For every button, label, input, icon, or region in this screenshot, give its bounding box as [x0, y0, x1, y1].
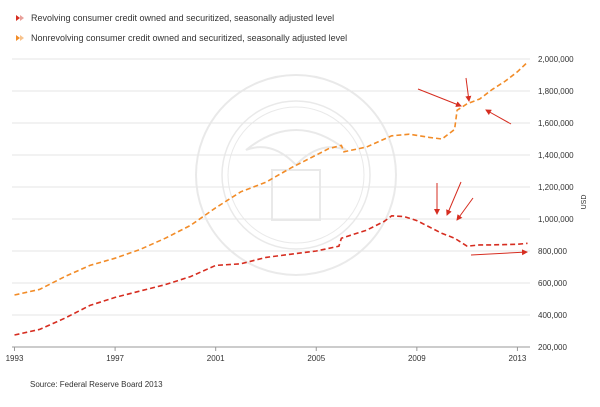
y-tick-label: 2,000,000	[538, 55, 574, 64]
x-tick-label: 2009	[408, 354, 426, 363]
legend-label-revolving: Revolving consumer credit owned and secu…	[31, 13, 334, 23]
series-lines	[14, 61, 529, 336]
arrow-annotation	[456, 197, 474, 221]
arrow-annotation	[417, 88, 462, 107]
y-tick-label: 1,200,000	[538, 183, 574, 192]
x-axis-ticks: 1993 1997 2001 2005 2009 2013	[6, 347, 527, 363]
arrow-annotation	[465, 77, 472, 102]
y-tick-label: 800,000	[538, 247, 567, 256]
y-tick-label: 1,800,000	[538, 87, 574, 96]
legend-item-nonrevolving[interactable]: Nonrevolving consumer credit owned and s…	[16, 33, 347, 43]
legend-item-revolving[interactable]: Revolving consumer credit owned and secu…	[16, 13, 334, 23]
annotation-arrows	[417, 77, 528, 256]
legend: Revolving consumer credit owned and secu…	[16, 13, 347, 43]
legend-marker-revolving	[16, 15, 20, 21]
x-tick-label: 1997	[106, 354, 124, 363]
federal-reserve-seal-watermark	[195, 74, 397, 276]
y-axis-unit-label: USD	[581, 195, 588, 210]
y-tick-label: 600,000	[538, 279, 567, 288]
x-tick-label: 2001	[207, 354, 225, 363]
legend-marker-nonrevolving-tail	[20, 35, 24, 41]
y-axis-ticks: 200,000 400,000 600,000 800,000 1,000,000 1,2…	[538, 55, 574, 352]
series-line-revolving[interactable]	[14, 214, 528, 336]
y-tick-label: 1,000,000	[538, 215, 574, 224]
arrow-annotation	[446, 181, 462, 216]
source-note: Source: Federal Reserve Board 2013	[30, 380, 163, 389]
legend-label-nonrevolving: Nonrevolving consumer credit owned and s…	[31, 33, 347, 43]
y-tick-label: 1,400,000	[538, 151, 574, 160]
x-tick-label: 1993	[6, 354, 24, 363]
legend-marker-nonrevolving	[16, 35, 20, 41]
x-tick-label: 2013	[509, 354, 527, 363]
series-line-nonrevolving[interactable]	[14, 61, 529, 296]
y-tick-label: 1,600,000	[538, 119, 574, 128]
arrow-annotation	[470, 249, 528, 256]
legend-marker-revolving-tail	[20, 15, 24, 21]
gridlines	[12, 58, 530, 316]
y-tick-label: 400,000	[538, 311, 567, 320]
y-tick-label: 200,000	[538, 343, 567, 352]
x-tick-label: 2005	[307, 354, 325, 363]
arrow-annotation	[485, 109, 512, 125]
